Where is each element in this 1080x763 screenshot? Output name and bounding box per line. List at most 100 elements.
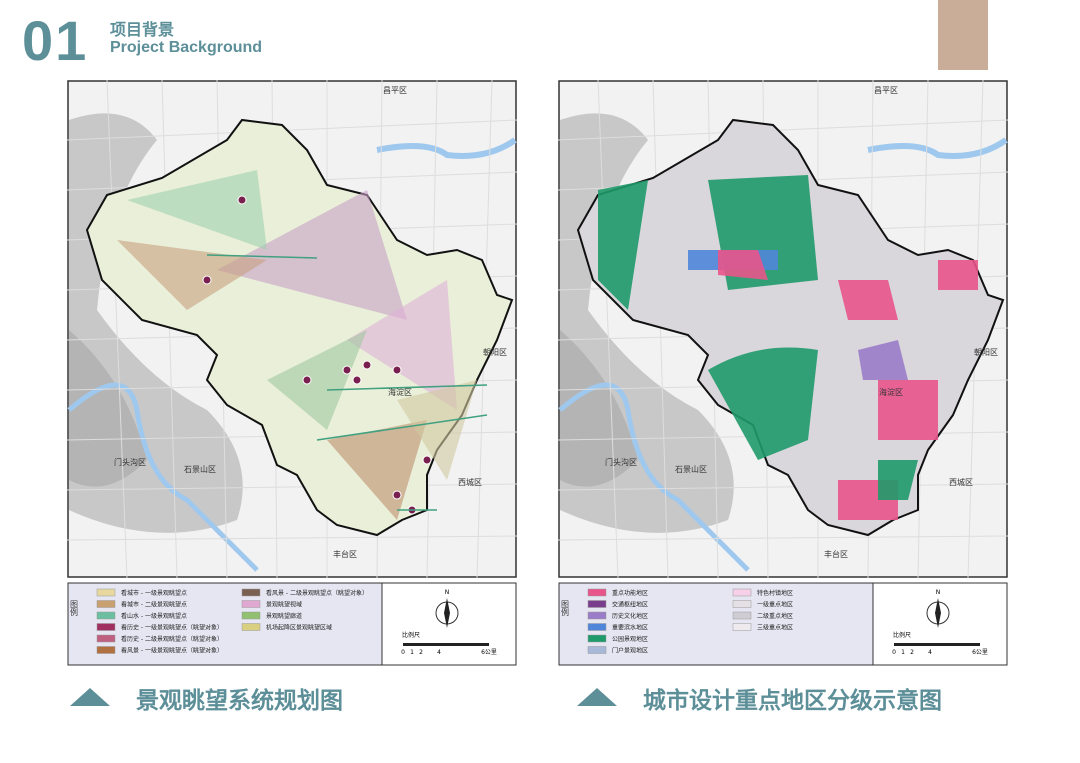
- legend-label: 重要滨水地区: [612, 624, 648, 632]
- legend-label: 看风景 - 二级景观眺望点（眺望对象）: [266, 589, 368, 597]
- road: [597, 80, 619, 579]
- key-area: [708, 347, 818, 460]
- legend-title: 图例: [70, 600, 79, 617]
- road: [67, 119, 517, 141]
- road: [652, 80, 669, 579]
- scale-bar: [403, 643, 489, 646]
- key-area: [718, 250, 768, 280]
- legend-label: 门户景观地区: [612, 647, 648, 655]
- legend-swatch: [587, 600, 607, 608]
- legend-swatch: [732, 588, 752, 597]
- legend-swatch: [587, 646, 607, 654]
- view-point: [392, 490, 402, 500]
- scale-label: 比例尺: [893, 631, 911, 639]
- legend-swatch: [96, 623, 116, 631]
- scale-tick: 1: [410, 649, 414, 656]
- scale-tick: 4: [928, 649, 932, 656]
- scale-tick: 2: [419, 649, 423, 656]
- scale-tick: 4: [437, 649, 441, 656]
- decor-block: [938, 0, 988, 70]
- scale-tick: 6公里: [972, 649, 988, 656]
- compass-needle: [935, 598, 941, 628]
- legend-swatch: [587, 623, 607, 631]
- compass-needle: [444, 598, 450, 628]
- district-label: 昌平区: [874, 86, 898, 95]
- key-area: [838, 280, 898, 320]
- legend-swatch: [96, 588, 116, 597]
- road: [106, 80, 128, 579]
- legend-label: 特色村镇地区: [757, 589, 793, 597]
- key-area: [878, 380, 938, 440]
- compass-label: N: [445, 589, 450, 596]
- view-corridor: [316, 414, 488, 441]
- key-area: [858, 340, 908, 380]
- river: [376, 137, 517, 159]
- legend-swatch: [587, 588, 607, 597]
- district-label: 朝阳区: [483, 348, 507, 357]
- caption-icon: [577, 688, 617, 706]
- scale-bar: [894, 643, 980, 646]
- view-field: [117, 240, 267, 310]
- legend-swatch: [587, 634, 607, 643]
- key-area: [598, 180, 648, 310]
- view-corridor: [326, 384, 488, 391]
- road: [558, 119, 1008, 141]
- scale-tick: 0: [401, 649, 405, 656]
- legend-title: 图例: [561, 600, 570, 617]
- district-label: 海淀区: [879, 387, 903, 397]
- legend-swatch: [96, 600, 116, 608]
- view-field: [397, 380, 477, 480]
- district-label: 石景山区: [184, 464, 216, 474]
- legend-label: 一级重点地区: [757, 601, 793, 609]
- legend-label: 三级重点地区: [757, 624, 793, 632]
- scale-tick: 0: [892, 649, 896, 656]
- road: [161, 80, 178, 579]
- legend-label: 看城市 - 一级景观眺望点: [121, 589, 187, 597]
- mountain-terrain: [560, 330, 638, 487]
- legend-swatch: [587, 611, 607, 620]
- river: [867, 137, 1008, 159]
- legend-label: 看历史 - 一级景观眺望点（眺望对象）: [121, 624, 223, 632]
- legend-swatch: [241, 600, 261, 608]
- section-title-cn: 项目背景: [110, 20, 175, 39]
- legend-label: 景观眺望廊道: [266, 612, 302, 620]
- district-label: 海淀区: [388, 387, 412, 397]
- key-area: [938, 260, 978, 290]
- district-label: 门头沟区: [114, 457, 146, 467]
- road: [558, 535, 1008, 541]
- legend-swatch: [241, 623, 261, 631]
- map-caption: 景观眺望系统规划图: [136, 688, 343, 714]
- scale-tick: 6公里: [481, 649, 497, 656]
- map-caption: 城市设计重点地区分级示意图: [643, 688, 942, 714]
- legend-label: 看历史 - 二级景观眺望点（眺望对象）: [121, 635, 223, 643]
- legend-swatch: [732, 600, 752, 608]
- view-point: [237, 195, 247, 205]
- mountain-terrain: [69, 330, 147, 487]
- district-label: 丰台区: [333, 549, 357, 559]
- legend-swatch: [241, 588, 261, 597]
- legend-label: 景观眺望视域: [266, 601, 302, 609]
- district-label: 昌平区: [383, 86, 407, 95]
- legend-label: 交通枢纽地区: [612, 601, 648, 609]
- section-title-en: Project Background: [110, 39, 263, 56]
- legend-label: 历史文化地区: [612, 612, 648, 620]
- road: [67, 535, 517, 541]
- district-label: 丰台区: [824, 549, 848, 559]
- legend-label: 看城市 - 二级景观眺望点: [121, 601, 187, 609]
- legend-swatch: [732, 611, 752, 620]
- view-field: [217, 190, 407, 320]
- district-label: 西城区: [949, 478, 973, 487]
- key-area: [878, 460, 918, 500]
- section-number: 01: [22, 9, 89, 72]
- view-point: [302, 375, 312, 385]
- legend-swatch: [732, 623, 752, 631]
- legend-swatch: [96, 611, 116, 620]
- view-field: [347, 280, 457, 410]
- legend-label: 看风景 - 一级景观眺望点（眺望对象）: [121, 647, 223, 655]
- legend-swatch: [96, 634, 116, 643]
- road: [558, 483, 1008, 491]
- district-label: 朝阳区: [974, 348, 998, 357]
- legend-label: 看山水 - 一级景观眺望点: [121, 612, 187, 620]
